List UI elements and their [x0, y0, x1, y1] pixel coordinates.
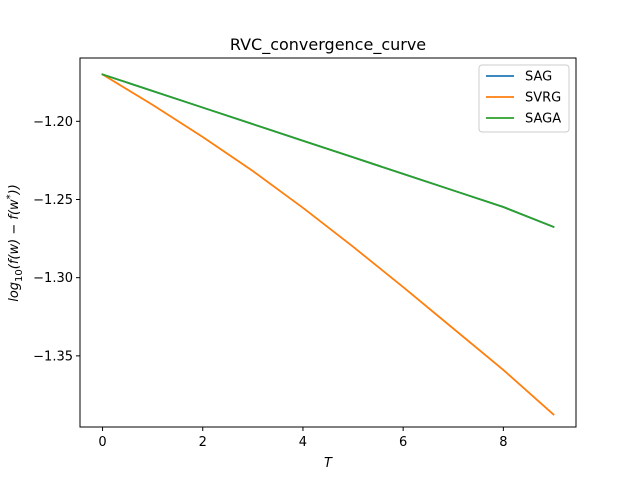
plot-frame	[79, 57, 577, 428]
y-axis-label-rest: (f(w) − f(w	[7, 199, 22, 269]
legend-label-sag: SAG	[525, 70, 552, 85]
x-tick-label: 0	[98, 435, 106, 450]
y-axis-label-superscript: *	[5, 194, 16, 199]
chart-title: RVC_convergence_curve	[230, 35, 426, 55]
y-axis-ticks: −1.20 −1.25 −1.30 −1.35	[33, 115, 80, 364]
x-tick-label: 4	[299, 435, 307, 450]
x-tick-label: 6	[399, 435, 407, 450]
y-tick-label: −1.30	[33, 271, 73, 286]
x-axis-ticks: 0 2 4 6 8	[98, 427, 507, 450]
series-line-saga	[101, 73, 555, 229]
series-line-svrg	[101, 73, 555, 416]
y-axis-label-log: log	[7, 282, 22, 302]
y-axis-label: log10(f(w) − f(w*))	[5, 184, 25, 302]
legend-label-saga: SAGA	[525, 112, 561, 127]
x-tick-label: 8	[499, 435, 507, 450]
series-layer	[101, 73, 555, 416]
y-tick-label: −1.35	[33, 349, 73, 364]
y-axis-label-close: ))	[7, 184, 22, 195]
y-tick-label: −1.25	[33, 193, 73, 208]
legend-box	[478, 64, 570, 133]
y-tick-label: −1.20	[33, 115, 73, 130]
x-tick-label: 2	[199, 435, 207, 450]
legend-label-svrg: SVRG	[525, 91, 561, 106]
x-axis-label: T	[324, 456, 333, 471]
y-axis-label-subscript: 10	[14, 269, 25, 282]
legend: SAG SVRG SAGA	[478, 64, 570, 133]
